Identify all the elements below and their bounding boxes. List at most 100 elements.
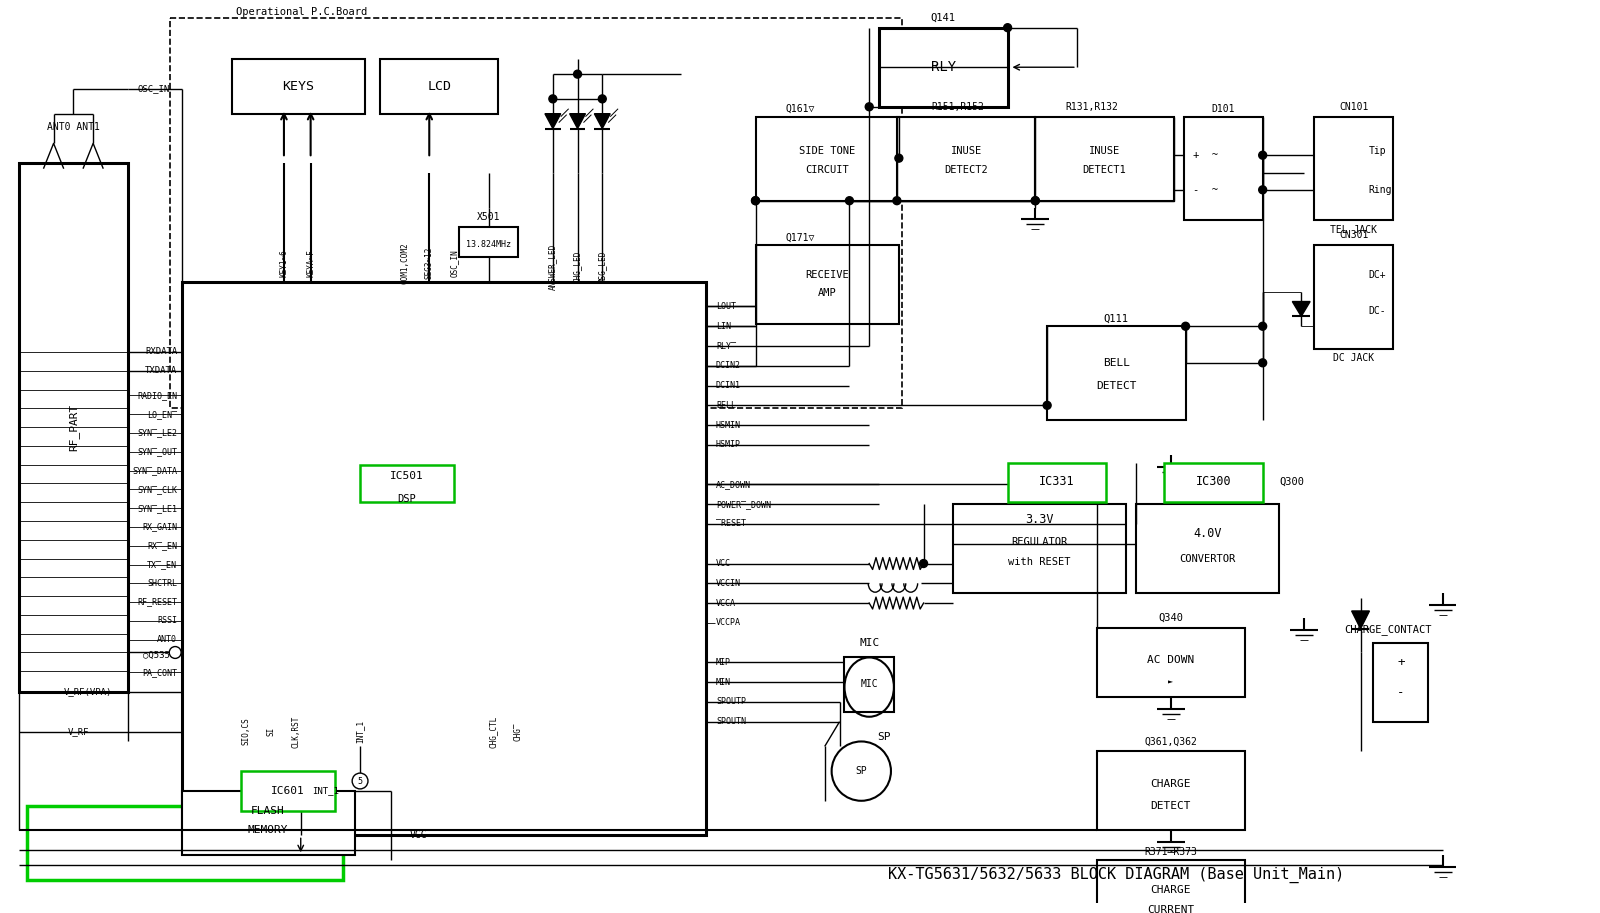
Text: 13.824MHz: 13.824MHz	[466, 240, 510, 248]
Text: LCD: LCD	[427, 79, 451, 92]
Text: MEMORY: MEMORY	[248, 825, 288, 835]
Text: SPOUTP: SPOUTP	[715, 698, 746, 707]
Text: CN301: CN301	[1339, 230, 1368, 240]
Text: MSG_LED: MSG_LED	[598, 251, 606, 283]
Text: V_RF(VPA): V_RF(VPA)	[64, 687, 112, 697]
Text: VCCA: VCCA	[715, 599, 736, 607]
Text: SYN̅_DATA: SYN̅_DATA	[133, 466, 178, 475]
Bar	[1184, 117, 1262, 220]
Text: CHG̅: CHG̅	[514, 722, 523, 740]
Text: RF_RESET: RF_RESET	[138, 598, 178, 606]
Bar	[1373, 643, 1427, 721]
Text: MIP: MIP	[715, 658, 731, 666]
Bar	[755, 117, 899, 201]
Text: CHARGE: CHARGE	[1150, 885, 1190, 895]
Circle shape	[752, 196, 760, 205]
Circle shape	[1043, 402, 1051, 409]
Text: COM1,COM2: COM1,COM2	[400, 242, 410, 284]
Circle shape	[1259, 322, 1267, 331]
Text: R371~R373: R371~R373	[1144, 847, 1197, 857]
Text: Q111: Q111	[1104, 313, 1130, 323]
Text: Tip: Tip	[1368, 146, 1386, 156]
Bar	[1136, 504, 1280, 593]
Polygon shape	[546, 114, 560, 129]
Text: SIO,CS: SIO,CS	[242, 718, 251, 745]
Bar	[845, 657, 894, 712]
Text: KEYA~F: KEYA~F	[306, 249, 315, 277]
Text: DETECT: DETECT	[1150, 801, 1190, 811]
Text: BELL: BELL	[1102, 358, 1130, 368]
Text: KEYS: KEYS	[282, 79, 314, 92]
Text: 3.3V: 3.3V	[1026, 512, 1053, 526]
Text: V_RF: V_RF	[67, 727, 90, 736]
Text: SYN̅_LE2: SYN̅_LE2	[138, 428, 178, 437]
Text: TEL JACK: TEL JACK	[1330, 226, 1378, 236]
Text: KEY1~6: KEY1~6	[280, 249, 288, 277]
Text: INT_1: INT_1	[312, 786, 339, 795]
Polygon shape	[1352, 611, 1370, 629]
Circle shape	[352, 773, 368, 789]
Text: D101: D101	[1211, 104, 1235, 114]
Text: LOUT: LOUT	[715, 302, 736, 311]
Circle shape	[920, 560, 928, 568]
Bar	[755, 246, 899, 324]
Circle shape	[1259, 186, 1267, 194]
Text: SPOUTN: SPOUTN	[715, 718, 746, 726]
Text: REGULATOR: REGULATOR	[1011, 537, 1067, 547]
Text: CHG_LED: CHG_LED	[573, 251, 582, 283]
Polygon shape	[1293, 301, 1310, 317]
Bar	[1314, 117, 1394, 220]
Text: Q340: Q340	[1158, 613, 1184, 623]
Bar	[1096, 860, 1245, 913]
Text: CHARGE: CHARGE	[1150, 779, 1190, 789]
Text: CHG_CTL: CHG_CTL	[490, 716, 498, 748]
Text: RADIO_EN: RADIO_EN	[138, 391, 178, 400]
Circle shape	[1032, 196, 1040, 205]
Text: Q161▽: Q161▽	[786, 104, 814, 114]
Circle shape	[170, 646, 181, 658]
Text: SHCTRL: SHCTRL	[147, 579, 178, 588]
Text: +  ~: + ~	[1194, 151, 1218, 160]
Text: CLK,RST: CLK,RST	[291, 716, 301, 748]
Text: RSSI: RSSI	[157, 616, 178, 625]
Text: MIC: MIC	[861, 679, 878, 689]
Bar	[360, 465, 454, 502]
Text: POWER̅_DOWN: POWER̅_DOWN	[715, 499, 771, 509]
Circle shape	[574, 70, 581, 79]
Text: CIRCUIT: CIRCUIT	[805, 165, 848, 175]
Text: R151,R152: R151,R152	[931, 101, 984, 111]
Text: TXDATA: TXDATA	[146, 366, 178, 375]
Bar	[954, 504, 1126, 593]
Text: AC DOWN: AC DOWN	[1147, 656, 1194, 666]
Circle shape	[893, 196, 901, 205]
Bar	[1096, 628, 1245, 697]
Text: ○Q535: ○Q535	[144, 651, 170, 660]
Text: VCCIN: VCCIN	[715, 579, 741, 588]
Text: KX-TG5631/5632/5633 BLOCK DIAGRAM (Base Unit_Main): KX-TG5631/5632/5633 BLOCK DIAGRAM (Base …	[888, 866, 1344, 883]
Text: AMP: AMP	[818, 288, 837, 298]
Text: BELL: BELL	[715, 401, 736, 410]
Circle shape	[1003, 24, 1011, 32]
Circle shape	[894, 154, 902, 163]
Bar	[232, 59, 365, 114]
Circle shape	[1032, 196, 1040, 205]
Text: RECEIVE: RECEIVE	[805, 270, 848, 280]
Bar	[182, 282, 706, 835]
Bar	[1046, 326, 1186, 420]
Text: +: +	[1397, 656, 1405, 669]
Text: DSP: DSP	[397, 494, 416, 504]
Text: DC-: DC-	[1368, 307, 1386, 317]
Bar	[1035, 117, 1174, 201]
Text: 5: 5	[357, 777, 363, 785]
Text: ANSWER_LED: ANSWER_LED	[549, 244, 557, 290]
Text: SYN̅_LE1: SYN̅_LE1	[138, 504, 178, 513]
Text: DETECT2: DETECT2	[944, 165, 987, 175]
Text: IC300: IC300	[1195, 475, 1230, 488]
Text: DC JACK: DC JACK	[1333, 353, 1374, 362]
Bar	[459, 227, 518, 257]
Text: CN101: CN101	[1339, 101, 1368, 111]
Text: DETECT1: DETECT1	[1083, 165, 1126, 175]
Text: HSMIP: HSMIP	[715, 440, 741, 449]
Bar	[898, 117, 1035, 201]
Text: LIN: LIN	[715, 321, 731, 331]
